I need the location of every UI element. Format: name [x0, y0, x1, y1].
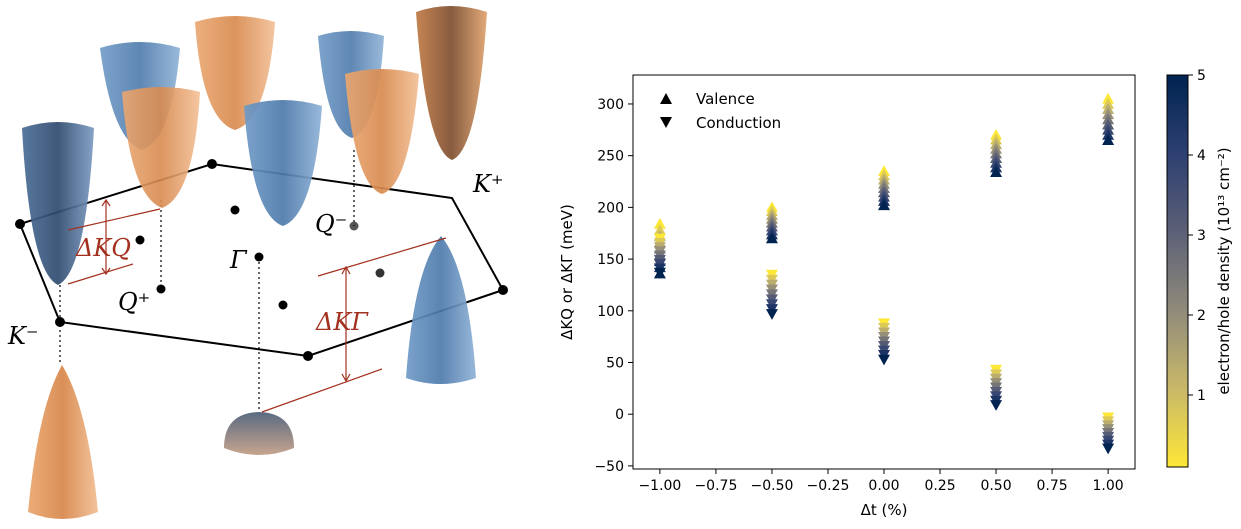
valence-marker [653, 224, 666, 235]
interior-point-4 [278, 300, 288, 310]
conduction-marker [990, 400, 1003, 411]
vertex-right [498, 285, 508, 295]
vertex-left [15, 219, 25, 229]
interior-point-3 [375, 268, 385, 278]
valence-marker [765, 232, 778, 244]
vertex-k-plus-top [207, 159, 217, 169]
x-tick-label: 0.50 [980, 478, 1011, 494]
valence-marker [878, 199, 890, 211]
valence-marker [653, 217, 666, 229]
conduction-marker [1102, 443, 1115, 455]
y-axis-label: ΔKQ or ΔKΓ (meV) [558, 204, 576, 340]
label-delta-kgamma: ΔKΓ [315, 308, 369, 336]
x-axis-label: Δt (%) [861, 501, 908, 519]
x-tick-label: −0.75 [694, 478, 737, 494]
label-q-plus: Q⁺ [118, 288, 150, 316]
dome-gamma-valence [224, 412, 294, 455]
y-tick-label: 250 [597, 149, 624, 165]
y-tick-label: 200 [597, 200, 624, 216]
colorbar-label: electron/hole density (10¹³ cm⁻²) [1215, 147, 1233, 394]
x-tick-label: 0.00 [868, 478, 899, 494]
plot-frame [632, 74, 1136, 470]
interior-point-2 [135, 235, 145, 245]
x-tick-label: 0.75 [1036, 478, 1067, 494]
delta-kq-annotation [67, 198, 161, 285]
colorbar-tick-label: 4 [1197, 148, 1206, 164]
conduction-marker [878, 354, 890, 366]
colorbar-tick-label: 3 [1197, 228, 1206, 244]
cone-blue-center [244, 100, 322, 226]
cone-orange-q-minus [345, 69, 419, 194]
x-tick-label: −1.00 [638, 478, 681, 494]
legend-label-conduction: Conduction [696, 114, 781, 132]
x-tick-label: 1.00 [1093, 478, 1124, 494]
colorbar [1166, 74, 1189, 468]
cone-dark-left [22, 122, 94, 285]
label-delta-kq: ΔKQ [75, 234, 131, 262]
y-tick-label: 150 [597, 252, 624, 268]
cone-orange-valence-left [28, 365, 98, 519]
conduction-marker [765, 309, 778, 320]
valence-marker [990, 166, 1003, 178]
y-tick-label: 0 [615, 407, 624, 423]
cone-orange-back-center [195, 16, 275, 130]
legend-marker-valence [660, 93, 672, 104]
y-tick-label: 100 [597, 304, 624, 320]
y-tick-label: 50 [606, 355, 624, 371]
cone-brown-back-far-right [416, 6, 487, 160]
interior-point-1 [230, 205, 240, 215]
legend: Valence Conduction [660, 90, 781, 132]
label-gamma: Γ [229, 246, 248, 274]
vertex-bottom [303, 351, 313, 361]
cone-orange-q-plus [122, 87, 200, 208]
band-structure-diagram: ΔKQ ΔKΓ K⁺ K⁻ Q⁺ Q⁻ Γ [7, 6, 508, 519]
x-tick-label: −0.25 [807, 478, 850, 494]
q-plus-point [156, 284, 166, 294]
label-q-minus: Q⁻ [315, 210, 347, 238]
colorbar-tick-label: 2 [1197, 308, 1206, 324]
delta-kgamma-annotation [261, 237, 447, 413]
colorbar-tick-label: 5 [1197, 68, 1206, 84]
cone-blue-valence-right [406, 236, 476, 384]
x-tick-label: −0.50 [750, 478, 793, 494]
legend-marker-conduction [660, 117, 672, 128]
conduction-marker [653, 267, 666, 279]
colorbar-tick-label: 1 [1197, 388, 1206, 404]
legend-label-valence: Valence [696, 90, 755, 108]
y-tick-label: −50 [594, 459, 624, 475]
label-k-minus: K⁻ [7, 322, 39, 350]
label-k-plus: K⁺ [472, 170, 504, 198]
x-tick-label: 0.25 [924, 478, 955, 494]
valence-marker [1102, 134, 1115, 145]
y-tick-label: 300 [597, 97, 624, 113]
